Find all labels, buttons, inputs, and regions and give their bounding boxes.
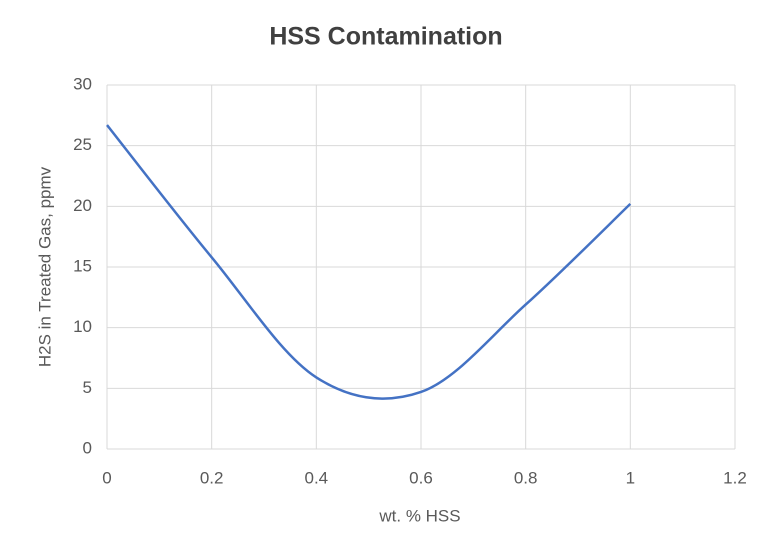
y-tick-label: 15 — [73, 256, 92, 275]
y-tick-label: 20 — [73, 196, 92, 215]
x-tick-label: 0 — [102, 468, 111, 487]
y-tick-label: 5 — [83, 378, 92, 397]
y-tick-label: 25 — [73, 135, 92, 154]
x-axis-label: wt. % HSS — [378, 506, 460, 525]
x-tick-label: 0.4 — [305, 468, 329, 487]
y-tick-label: 30 — [73, 74, 92, 93]
y-tick-label: 0 — [83, 438, 92, 457]
x-tick-label: 1.2 — [723, 468, 747, 487]
data-line — [106, 124, 632, 400]
x-tick-label: 0.6 — [409, 468, 433, 487]
x-tick-label: 1 — [626, 468, 635, 487]
y-axis-label: H2S in Treated Gas, ppmv — [35, 166, 54, 367]
chart-title: HSS Contamination — [269, 23, 502, 51]
x-tick-label: 0.2 — [200, 468, 224, 487]
y-tick-label: 10 — [73, 317, 92, 336]
x-tick-label: 0.8 — [514, 468, 538, 487]
